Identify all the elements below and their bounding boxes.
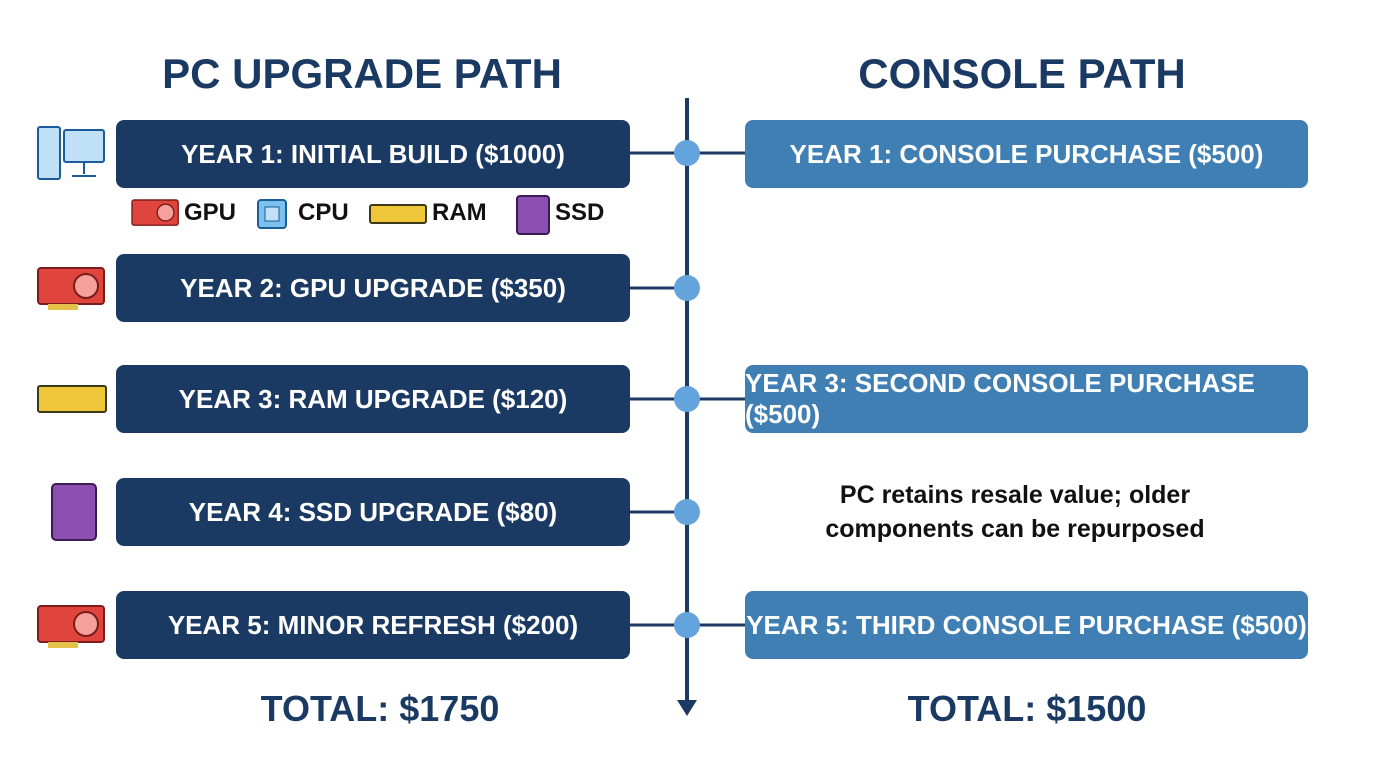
pc-step: YEAR 5: MINOR REFRESH ($200) <box>116 591 630 659</box>
console-title: CONSOLE PATH <box>858 50 1186 97</box>
component-label: SSD <box>555 199 605 226</box>
timeline-dots <box>674 140 700 638</box>
console-note: PC retains resale value; older component… <box>825 481 1205 543</box>
pc-step: YEAR 3: RAM UPGRADE ($120) <box>116 365 630 433</box>
pc-step: YEAR 4: SSD UPGRADE ($80) <box>116 478 630 546</box>
component-label: RAM <box>432 199 487 226</box>
cpu-icon <box>257 199 287 229</box>
pc-step: YEAR 1: INITIAL BUILD ($1000) <box>116 120 630 188</box>
component-label: GPU <box>184 199 237 226</box>
console-step: YEAR 3: SECOND CONSOLE PURCHASE ($500) <box>745 365 1308 433</box>
timeline-arrow <box>677 700 697 716</box>
pc-step: YEAR 2: GPU UPGRADE ($350) <box>116 254 630 322</box>
pc-title: PC UPGRADE PATH <box>162 50 562 97</box>
console-total: TOTAL: $1500 <box>907 688 1147 729</box>
console-step: YEAR 1: CONSOLE PURCHASE ($500) <box>745 120 1308 188</box>
ssd-icons <box>51 195 550 541</box>
pc-icon <box>37 126 105 180</box>
ram-icons <box>37 204 427 413</box>
console-step: YEAR 5: THIRD CONSOLE PURCHASE ($500) <box>745 591 1308 659</box>
component-label: CPU <box>298 199 349 226</box>
gpu-icons <box>37 199 179 648</box>
pc-total: TOTAL: $1750 <box>260 688 500 729</box>
